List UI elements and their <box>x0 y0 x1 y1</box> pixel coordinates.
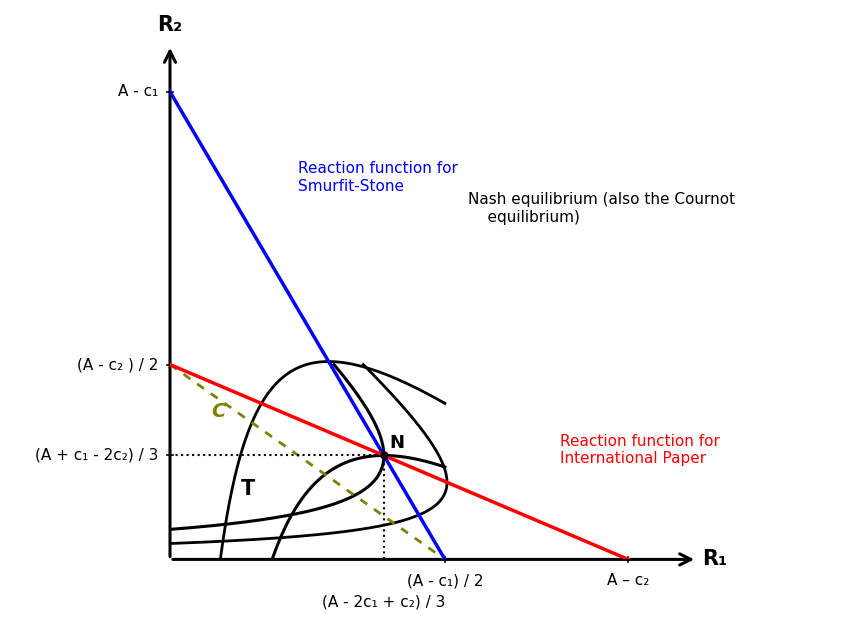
Text: A – c₂: A – c₂ <box>607 573 649 588</box>
Text: A - c₁: A - c₁ <box>118 84 159 99</box>
Text: (A - c₁) / 2: (A - c₁) / 2 <box>406 573 483 588</box>
Text: C: C <box>211 402 225 421</box>
Text: (A + c₁ - 2c₂) / 3: (A + c₁ - 2c₂) / 3 <box>35 448 159 463</box>
Text: T: T <box>241 479 255 499</box>
Text: Reaction function for
International Paper: Reaction function for International Pape… <box>559 434 719 466</box>
Text: R₁: R₁ <box>702 549 728 570</box>
Text: N: N <box>389 433 405 451</box>
Text: (A - 2c₁ + c₂) / 3: (A - 2c₁ + c₂) / 3 <box>322 595 445 610</box>
Text: Reaction function for
Smurfit-Stone: Reaction function for Smurfit-Stone <box>298 161 458 194</box>
Text: R₂: R₂ <box>157 15 183 35</box>
Text: Nash equilibrium (also the Cournot
    equilibrium): Nash equilibrium (also the Cournot equil… <box>468 192 735 225</box>
Text: (A - c₂ ) / 2: (A - c₂ ) / 2 <box>77 357 159 372</box>
